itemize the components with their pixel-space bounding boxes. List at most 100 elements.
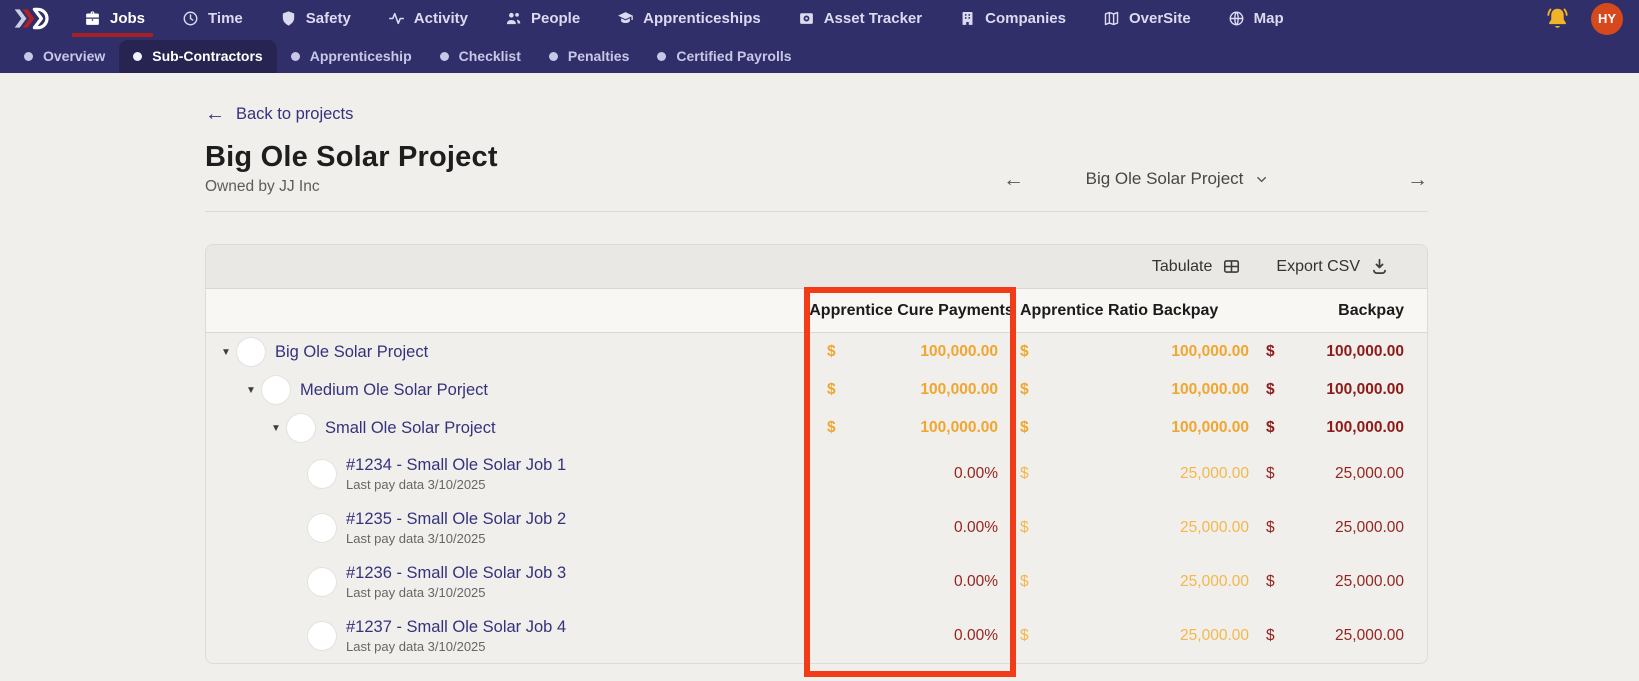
row-label[interactable]: Medium Ole Solar Porject	[300, 380, 488, 399]
currency-symbol: $	[827, 419, 836, 436]
header-divider	[205, 211, 1428, 212]
table-body: ▼ Big Ole Solar Project $100,000.00 $100,00…	[206, 333, 1427, 663]
cure-value: $100,000.00	[827, 381, 998, 398]
subnav-item-penalties[interactable]: Penalties	[535, 40, 643, 73]
building-icon	[959, 10, 976, 27]
back-to-projects-link[interactable]: ← Back to projects	[205, 104, 353, 124]
bell-icon[interactable]	[1545, 6, 1570, 31]
nav-item-people[interactable]: People	[505, 0, 580, 37]
asset-tracker-icon	[798, 10, 815, 27]
nav-item-companies[interactable]: Companies	[959, 0, 1066, 37]
last-pay-data-note: Last pay data 3/10/2025	[346, 477, 486, 492]
expand-caret-icon[interactable]: ▼	[246, 384, 256, 396]
nav-item-activity[interactable]: Activity	[388, 0, 468, 37]
expand-caret-icon[interactable]: ▼	[221, 346, 231, 358]
subnav-item-checklist[interactable]: Checklist	[426, 40, 535, 73]
subnav-item-label: Checklist	[458, 48, 521, 64]
table-header-row: Apprentice Cure Payments Apprentice Rati…	[206, 289, 1427, 333]
currency-symbol: $	[1020, 465, 1029, 482]
ratio-value: $25,000.00	[1020, 519, 1249, 536]
currency-symbol: $	[1266, 519, 1275, 536]
project-row[interactable]: ▼ Medium Ole Solar Porject $100,000.00 $100…	[206, 371, 1427, 409]
tabulate-button[interactable]: Tabulate	[1152, 257, 1242, 276]
project-switcher: ← Big Ole Solar Project →	[1003, 157, 1428, 201]
ratio-value: $100,000.00	[1020, 419, 1249, 436]
last-pay-data-note: Last pay data 3/10/2025	[346, 585, 486, 600]
cure-value: 0.00%	[954, 627, 998, 644]
activity-icon	[388, 10, 405, 27]
job-row[interactable]: #1234 - Small Ole Solar Job 1 Last pay da…	[206, 447, 1427, 501]
bullet-dot-icon	[657, 51, 667, 61]
row-avatar	[237, 338, 265, 366]
table-toolbar: Tabulate Export CSV	[206, 245, 1427, 289]
cure-value: 0.00%	[954, 519, 998, 536]
currency-symbol: $	[1266, 381, 1275, 398]
job-row[interactable]: #1237 - Small Ole Solar Job 4 Last pay da…	[206, 609, 1427, 663]
row-label[interactable]: #1236 - Small Ole Solar Job 3	[346, 564, 567, 582]
currency-symbol: $	[827, 343, 836, 360]
row-label[interactable]: #1235 - Small Ole Solar Job 2	[346, 510, 567, 528]
user-avatar[interactable]: HY	[1591, 2, 1623, 35]
nav-item-jobs[interactable]: Jobs	[71, 0, 154, 37]
project-row[interactable]: ▼ Small Ole Solar Project $100,000.00 $100,…	[206, 409, 1427, 447]
chevron-down-icon	[1257, 176, 1267, 182]
nav-item-label: Jobs	[110, 10, 146, 27]
nav-item-label: Map	[1253, 10, 1284, 27]
subnav-item-label: Sub-Contractors	[152, 48, 263, 64]
subnav-item-certified-payrolls[interactable]: Certified Payrolls	[643, 40, 805, 73]
map-icon	[1103, 10, 1120, 27]
row-label[interactable]: #1237 - Small Ole Solar Job 4	[346, 618, 567, 636]
last-pay-data-note: Last pay data 3/10/2025	[346, 531, 486, 546]
backpay-value: $100,000.00	[1266, 343, 1404, 360]
column-header-apprentice-cure-payments[interactable]: Apprentice Cure Payments	[809, 301, 1014, 319]
column-header-backpay[interactable]: Backpay	[1338, 301, 1404, 319]
brand-logo[interactable]	[10, 5, 56, 32]
nav-item-time[interactable]: Time	[182, 0, 243, 37]
download-icon	[1373, 258, 1386, 274]
globe-icon	[1228, 10, 1245, 27]
column-header-apprentice-ratio-backpay[interactable]: Apprentice Ratio Backpay	[1020, 301, 1219, 319]
subnav-item-apprenticeship[interactable]: Apprenticeship	[277, 40, 426, 73]
nav-item-oversite[interactable]: OverSite	[1103, 0, 1191, 37]
page-title: Big Ole Solar Project	[205, 141, 498, 173]
page-content: ← Back to projects Big Ole Solar Project…	[205, 73, 1428, 664]
nav-item-label: Asset Tracker	[823, 10, 923, 27]
currency-symbol: $	[1266, 627, 1275, 644]
row-label[interactable]: #1234 - Small Ole Solar Job 1	[346, 456, 567, 474]
subnav-item-overview[interactable]: Overview	[10, 40, 119, 73]
job-row[interactable]: #1235 - Small Ole Solar Job 2 Last pay da…	[206, 501, 1427, 555]
nav-item-apprenticeships[interactable]: Apprenticeships	[617, 0, 761, 37]
nav-item-map[interactable]: Map	[1228, 0, 1284, 37]
cure-value: $100,000.00	[827, 343, 998, 360]
bullet-dot-icon	[24, 51, 33, 61]
nav-item-safety[interactable]: Safety	[280, 0, 351, 37]
expand-caret-icon[interactable]: ▼	[271, 422, 281, 434]
tree-cell: #1235 - Small Ole Solar Job 2 Last pay da…	[206, 510, 809, 546]
cure-value: 0.00%	[954, 465, 998, 482]
clock-icon	[182, 10, 199, 27]
project-dropdown-label: Big Ole Solar Project	[1085, 169, 1244, 188]
ratio-value: $25,000.00	[1020, 465, 1249, 482]
tree-cell: ▼ Small Ole Solar Project	[206, 414, 809, 442]
row-label[interactable]: Big Ole Solar Project	[275, 342, 429, 361]
subnav-item-sub-contractors[interactable]: Sub-Contractors	[119, 40, 277, 73]
shield-icon	[280, 10, 297, 27]
export-csv-button[interactable]: Export CSV	[1276, 257, 1389, 276]
job-row[interactable]: #1236 - Small Ole Solar Job 3 Last pay da…	[206, 555, 1427, 609]
row-label[interactable]: Small Ole Solar Project	[325, 418, 496, 437]
backpay-value: $25,000.00	[1266, 465, 1404, 482]
project-dropdown[interactable]: Big Ole Solar Project	[1086, 169, 1270, 189]
currency-symbol: $	[1266, 573, 1275, 590]
main-nav-items: Jobs Time Safety Activity People Apprenticesh…	[71, 0, 1284, 37]
nav-item-asset-tracker[interactable]: Asset Tracker	[798, 0, 922, 37]
nav-item-label: Activity	[413, 10, 468, 27]
row-avatar	[308, 460, 336, 488]
cure-value: $100,000.00	[827, 419, 998, 436]
project-row[interactable]: ▼ Big Ole Solar Project $100,000.00 $100,00…	[206, 333, 1427, 371]
nav-item-label: Apprenticeships	[643, 10, 761, 27]
tree-cell: #1234 - Small Ole Solar Job 1 Last pay da…	[206, 456, 809, 492]
next-project-arrow-icon[interactable]: →	[1407, 167, 1428, 191]
previous-project-arrow-icon[interactable]: ←	[1003, 167, 1024, 191]
subnav-item-label: Certified Payrolls	[676, 48, 792, 64]
subnav-item-label: Overview	[43, 48, 106, 64]
